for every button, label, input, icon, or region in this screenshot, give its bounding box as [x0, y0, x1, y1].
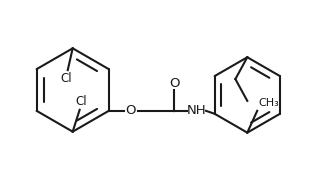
- Text: Cl: Cl: [76, 95, 87, 108]
- Text: O: O: [125, 104, 136, 117]
- Text: O: O: [169, 77, 179, 90]
- Text: CH₃: CH₃: [258, 98, 279, 108]
- Text: NH: NH: [186, 104, 206, 117]
- Text: Cl: Cl: [60, 72, 72, 85]
